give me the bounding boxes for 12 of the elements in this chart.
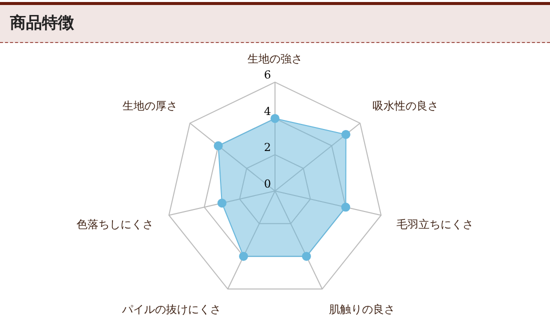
- spoke-label: 色落ちしにくさ: [76, 218, 154, 232]
- spoke-label: 毛羽立ちにくさ: [396, 218, 474, 232]
- y-tick-label: 0: [264, 177, 271, 190]
- spoke-label: 生地の強さ: [248, 52, 302, 66]
- spoke-label: 肌触りの良さ: [329, 302, 396, 316]
- spoke-label: 生地の厚さ: [122, 99, 178, 112]
- y-tick-label: 4: [264, 104, 271, 118]
- y-tick-label: 2: [264, 141, 271, 154]
- spoke-label: パイルの抜けにくさ: [120, 302, 221, 316]
- chart-title: 商品特徴: [0, 2, 550, 43]
- spoke-label: 吸水性の良さ: [372, 99, 439, 112]
- y-tick-label: 6: [264, 68, 271, 82]
